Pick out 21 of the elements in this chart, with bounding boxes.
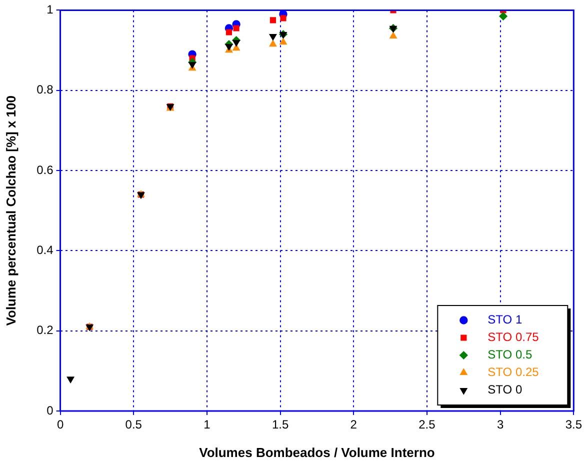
x-tick-label: 2 [350, 418, 358, 432]
y-axis-title: Volume percentual Colchao [%] x 100 [3, 95, 18, 326]
y-tick-label: 0.4 [36, 242, 54, 257]
x-tick-label: 0.5 [125, 418, 142, 432]
legend-label: STO 0.5 [488, 348, 532, 362]
x-tick-label: 3.5 [565, 418, 582, 432]
y-tick-label: 1 [46, 2, 54, 17]
x-tick-label: 1.5 [272, 418, 289, 432]
legend-label: STO 1 [488, 312, 522, 327]
legend-label: STO 0 [488, 382, 522, 397]
y-tick-label: 0.8 [36, 82, 54, 97]
y-tick-label: 0.2 [36, 323, 54, 338]
legend-label: STO 0.25 [488, 365, 540, 380]
y-tick-label: 0.6 [36, 162, 54, 177]
x-tick-label: 0 [56, 418, 64, 432]
x-axis-title: Volumes Bombeados / Volume Interno [199, 444, 435, 460]
x-tick-label: 2.5 [418, 418, 436, 432]
legend-label: STO 0.75 [488, 330, 540, 344]
x-tick-label: 1 [204, 418, 211, 432]
y-tick-label: 0 [46, 403, 54, 418]
x-tick-label: 3 [496, 418, 504, 432]
